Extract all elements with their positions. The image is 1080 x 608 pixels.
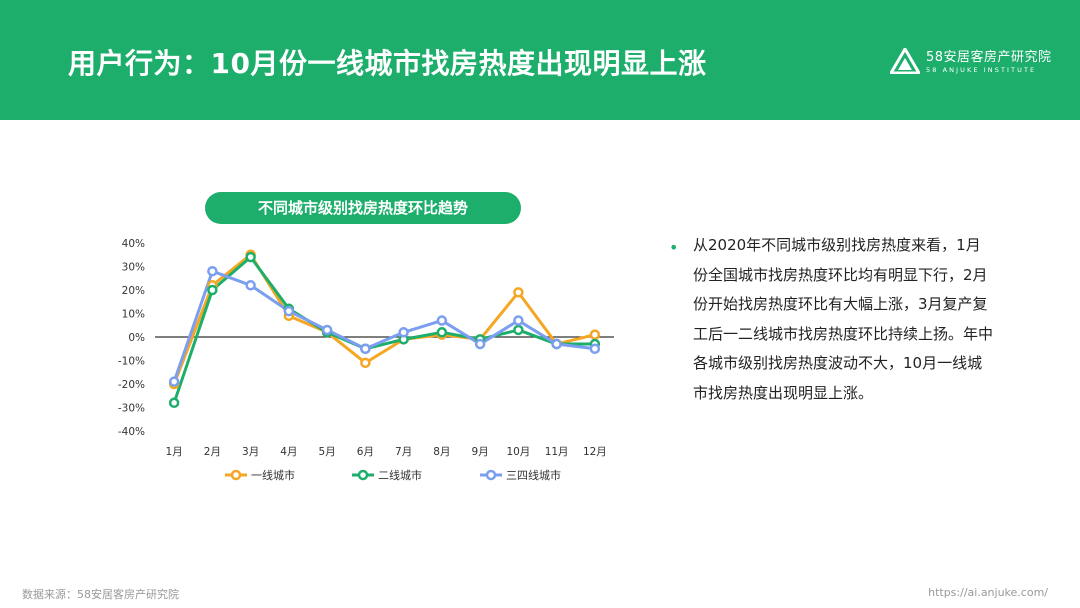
page-title: 用户行为：10月份一线城市找房热度出现明显上涨 [68, 47, 707, 80]
logo-text-cn: 58安居客房产研究院 [926, 50, 1052, 65]
x-tick-label: 9月 [472, 446, 489, 458]
footer-source: 数据来源：58安居客房产研究院 [22, 588, 179, 601]
logo-mark-icon [890, 48, 920, 74]
x-tick-label: 4月 [280, 446, 297, 458]
legend-label: 三四线城市 [506, 468, 561, 482]
legend-label: 二线城市 [378, 468, 422, 482]
series-3-point [436, 315, 448, 326]
bullet-text: 从2020年不同城市级别找房热度来看，1月份全国城市找房热度环比均有明显下行，2… [693, 236, 994, 402]
series-1-point [360, 357, 371, 369]
y-tick-label: 10% [122, 309, 145, 321]
series-3-point [360, 343, 371, 354]
x-tick-label: 11月 [545, 446, 569, 458]
series-2-point [513, 324, 524, 336]
bullet-icon: • [669, 238, 679, 257]
x-tick-label: 2月 [204, 446, 221, 458]
series-3-point [398, 327, 409, 338]
y-tick-label: -40% [118, 426, 145, 438]
x-tick-label: 10月 [506, 446, 530, 458]
x-tick-label: 12月 [583, 446, 607, 458]
x-tick-label: 6月 [357, 446, 374, 458]
series-1-point [589, 329, 601, 340]
series-2-point [207, 284, 218, 296]
series-3-point [168, 376, 180, 387]
y-tick-label: 0% [128, 332, 145, 344]
series-3-point [245, 280, 256, 291]
legend-swatch-marker [485, 469, 497, 481]
series-line-2 [172, 255, 595, 404]
x-tick-label: 8月 [433, 446, 450, 458]
series-line-1 [172, 253, 596, 385]
legend-label: 一线城市 [251, 468, 295, 482]
x-tick-label: 1月 [166, 446, 183, 458]
series-3-point [551, 338, 562, 350]
x-tick-label: 5月 [319, 446, 336, 458]
series-2-point [168, 397, 180, 409]
y-tick-label: 40% [122, 238, 145, 250]
series-line-3 [172, 269, 596, 383]
series-3-point [321, 324, 333, 336]
x-tick-label: 7月 [395, 446, 412, 458]
series-2-point [436, 327, 448, 338]
footer-url: https://ai.anjuke.com/ [928, 586, 1048, 599]
logo: 58安居客房产研究院 58 ANJUKE INSTITUTE [890, 46, 1060, 78]
y-tick-label: -30% [118, 403, 145, 415]
y-tick-label: -10% [118, 356, 145, 368]
y-tick-label: -20% [118, 379, 145, 391]
legend-swatch-marker [357, 469, 369, 481]
series-3-point [589, 343, 601, 354]
series-2-point [245, 251, 256, 263]
chart-title: 不同城市级别找房热度环比趋势 [205, 192, 521, 224]
logo-text-en: 58 ANJUKE INSTITUTE [926, 66, 1037, 74]
x-tick-label: 3月 [242, 446, 259, 458]
header-bar: 用户行为：10月份一线城市找房热度出现明显上涨 58安居客房产研究院 58 AN… [0, 0, 1080, 120]
series-3-point [283, 305, 295, 317]
series-3-point [207, 265, 218, 277]
y-tick-label: 20% [122, 285, 145, 297]
y-tick-label: 30% [122, 262, 145, 274]
legend-swatch-marker [230, 469, 242, 481]
series-1-point [513, 287, 524, 298]
series-3-point [513, 315, 524, 326]
series-3-point [474, 338, 486, 350]
